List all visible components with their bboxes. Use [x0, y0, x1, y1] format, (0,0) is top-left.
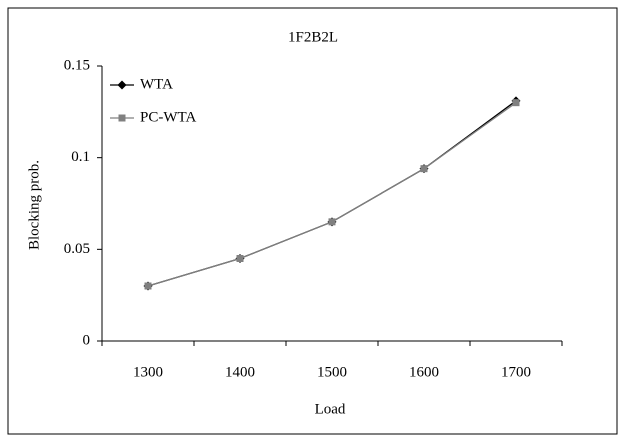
- x-tick-label: 1400: [225, 364, 255, 380]
- data-point: [420, 165, 428, 173]
- y-tick-label: 0.1: [71, 149, 90, 165]
- legend-marker: [117, 80, 127, 90]
- legend-label: WTA: [140, 76, 173, 92]
- legend-marker: [118, 114, 126, 122]
- data-point: [236, 255, 244, 262]
- y-tick-label: 0.15: [64, 57, 90, 73]
- chart-title: 1F2B2L: [288, 29, 338, 45]
- y-tick-label: 0.05: [64, 241, 90, 257]
- chart-border: [7, 7, 618, 435]
- x-tick-label: 1300: [133, 364, 163, 380]
- x-tick-label: 1600: [409, 364, 439, 380]
- data-point: [144, 282, 152, 290]
- legend-label: PC-WTA: [140, 109, 196, 125]
- y-axis-label: Blocking prob.: [26, 160, 42, 250]
- x-axis-label: Load: [315, 401, 346, 417]
- x-tick-label: 1700: [501, 364, 531, 380]
- data-point: [328, 218, 336, 226]
- data-point: [512, 99, 520, 107]
- y-tick-label: 0: [83, 332, 91, 348]
- x-tick-label: 1500: [317, 364, 347, 380]
